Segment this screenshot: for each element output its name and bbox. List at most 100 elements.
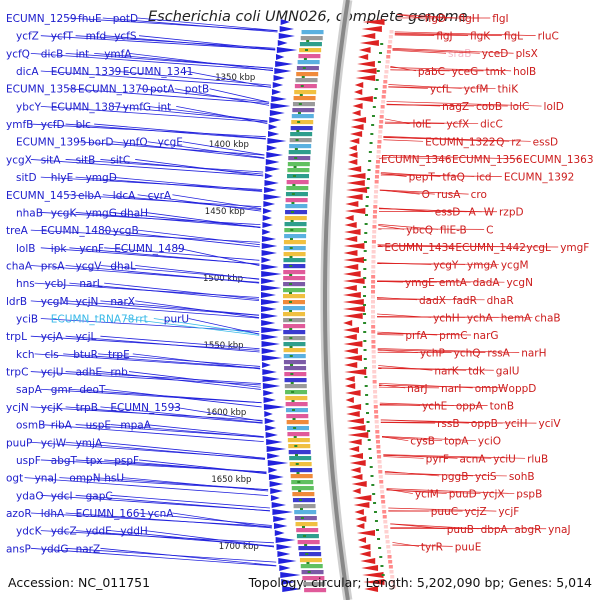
tick-dot	[375, 529, 379, 531]
forward-gene	[263, 201, 276, 207]
tick-dot	[295, 454, 299, 456]
feature-block	[283, 354, 306, 359]
reverse-gene	[361, 26, 382, 32]
reverse-gene	[353, 89, 363, 95]
gene-leader-line	[383, 139, 424, 142]
gene-label: ansP	[6, 543, 31, 555]
reverse-feature-block	[388, 560, 393, 564]
forward-gene	[274, 530, 285, 536]
gene-label: lolC	[510, 101, 530, 113]
feature-block	[295, 522, 318, 527]
gene-leader-line	[380, 421, 537, 424]
gene-label: tyrR	[421, 541, 443, 553]
forward-gene	[263, 194, 282, 200]
gene-leader-line	[379, 190, 435, 195]
gene-label: narI	[441, 383, 462, 395]
gene-label: emtA	[439, 277, 468, 289]
tick-dot	[363, 259, 367, 261]
feature-block	[285, 198, 308, 203]
gene-label: ycjW	[41, 437, 67, 449]
forward-gene	[262, 383, 281, 389]
gene-label: yciS	[475, 471, 497, 483]
gene-leader-line	[104, 247, 260, 261]
gene-label: ydcZ	[51, 526, 77, 538]
gene-label: ECUMN_1363	[523, 154, 594, 166]
gene-label: chaB	[535, 312, 561, 324]
feature-block	[287, 426, 310, 431]
gene-leader-line	[377, 349, 486, 353]
gene-label: sitB	[76, 154, 96, 166]
gene-leader-line	[30, 512, 272, 527]
tick-dot	[289, 256, 293, 258]
feature-block	[284, 378, 307, 383]
reverse-feature-block	[375, 435, 380, 439]
reverse-feature-block	[374, 185, 379, 189]
reverse-gene	[362, 572, 384, 578]
tick-dot	[293, 436, 297, 438]
reverse-gene	[349, 138, 360, 144]
reverse-feature-block	[371, 295, 376, 299]
reverse-gene	[362, 19, 385, 25]
gene-label: tdk	[468, 365, 486, 377]
gene-leader-line	[67, 88, 270, 104]
reverse-feature-block	[379, 485, 384, 489]
tick-dot	[375, 79, 379, 81]
gene-label: dadX	[419, 295, 446, 307]
tick-dot	[291, 391, 295, 393]
forward-gene	[267, 138, 287, 144]
gene-label: narG	[473, 330, 499, 342]
feature-block	[289, 456, 312, 461]
tick-dot	[303, 58, 307, 60]
tick-dot	[299, 94, 303, 96]
feature-block	[288, 150, 311, 155]
reverse-gene	[358, 544, 371, 550]
gene-leader-line	[128, 371, 261, 388]
reverse-gene	[350, 124, 364, 130]
reverse-feature-block	[371, 350, 376, 354]
kbp-tick-label: 1500 kbp	[203, 274, 243, 284]
gene-label: yddG	[41, 543, 69, 555]
reverse-feature-block	[371, 255, 376, 259]
forward-gene	[278, 33, 295, 39]
reverse-gene	[344, 229, 361, 235]
reverse-gene	[357, 61, 375, 67]
feature-block	[303, 582, 326, 587]
gene-label: narK	[434, 365, 459, 377]
reverse-feature-block	[372, 380, 377, 384]
feature-block	[294, 84, 317, 89]
gene-label: puuC	[431, 506, 458, 518]
feature-block	[297, 60, 320, 65]
reverse-gene	[351, 117, 367, 123]
tick-dot	[290, 382, 294, 384]
tick-dot	[294, 148, 298, 150]
feature-block	[292, 108, 315, 113]
forward-gene	[261, 341, 280, 347]
feature-block	[283, 324, 306, 329]
tick-dot	[297, 481, 301, 483]
forward-gene	[265, 425, 277, 431]
forward-gene	[269, 481, 284, 487]
gene-label: fadR	[453, 295, 477, 307]
gene-label: uspE	[86, 420, 111, 432]
reverse-feature-block	[389, 30, 394, 34]
gene-leader-line	[75, 494, 270, 512]
feature-block	[283, 318, 306, 323]
gene-label: rluC	[538, 31, 559, 43]
feature-block	[283, 306, 306, 311]
gene-label: yciU	[493, 453, 516, 465]
gene-leader-line	[378, 384, 507, 389]
reverse-feature-block	[374, 410, 379, 414]
gene-leader-line	[388, 86, 496, 89]
forward-gene	[261, 243, 278, 249]
tick-dot	[369, 457, 373, 459]
forward-gene	[272, 509, 294, 515]
gene-label: ycjU	[41, 367, 64, 379]
reverse-feature-block	[383, 520, 388, 524]
gene-label: ldrB	[6, 296, 27, 308]
feature-block	[289, 462, 312, 467]
reverse-feature-block	[385, 540, 390, 544]
kbp-tick-label: 1650 kbp	[211, 475, 251, 485]
kbp-tick-label: 1700 kbp	[219, 542, 259, 552]
gene-label: icd	[476, 172, 491, 184]
reverse-feature-block	[371, 285, 376, 289]
